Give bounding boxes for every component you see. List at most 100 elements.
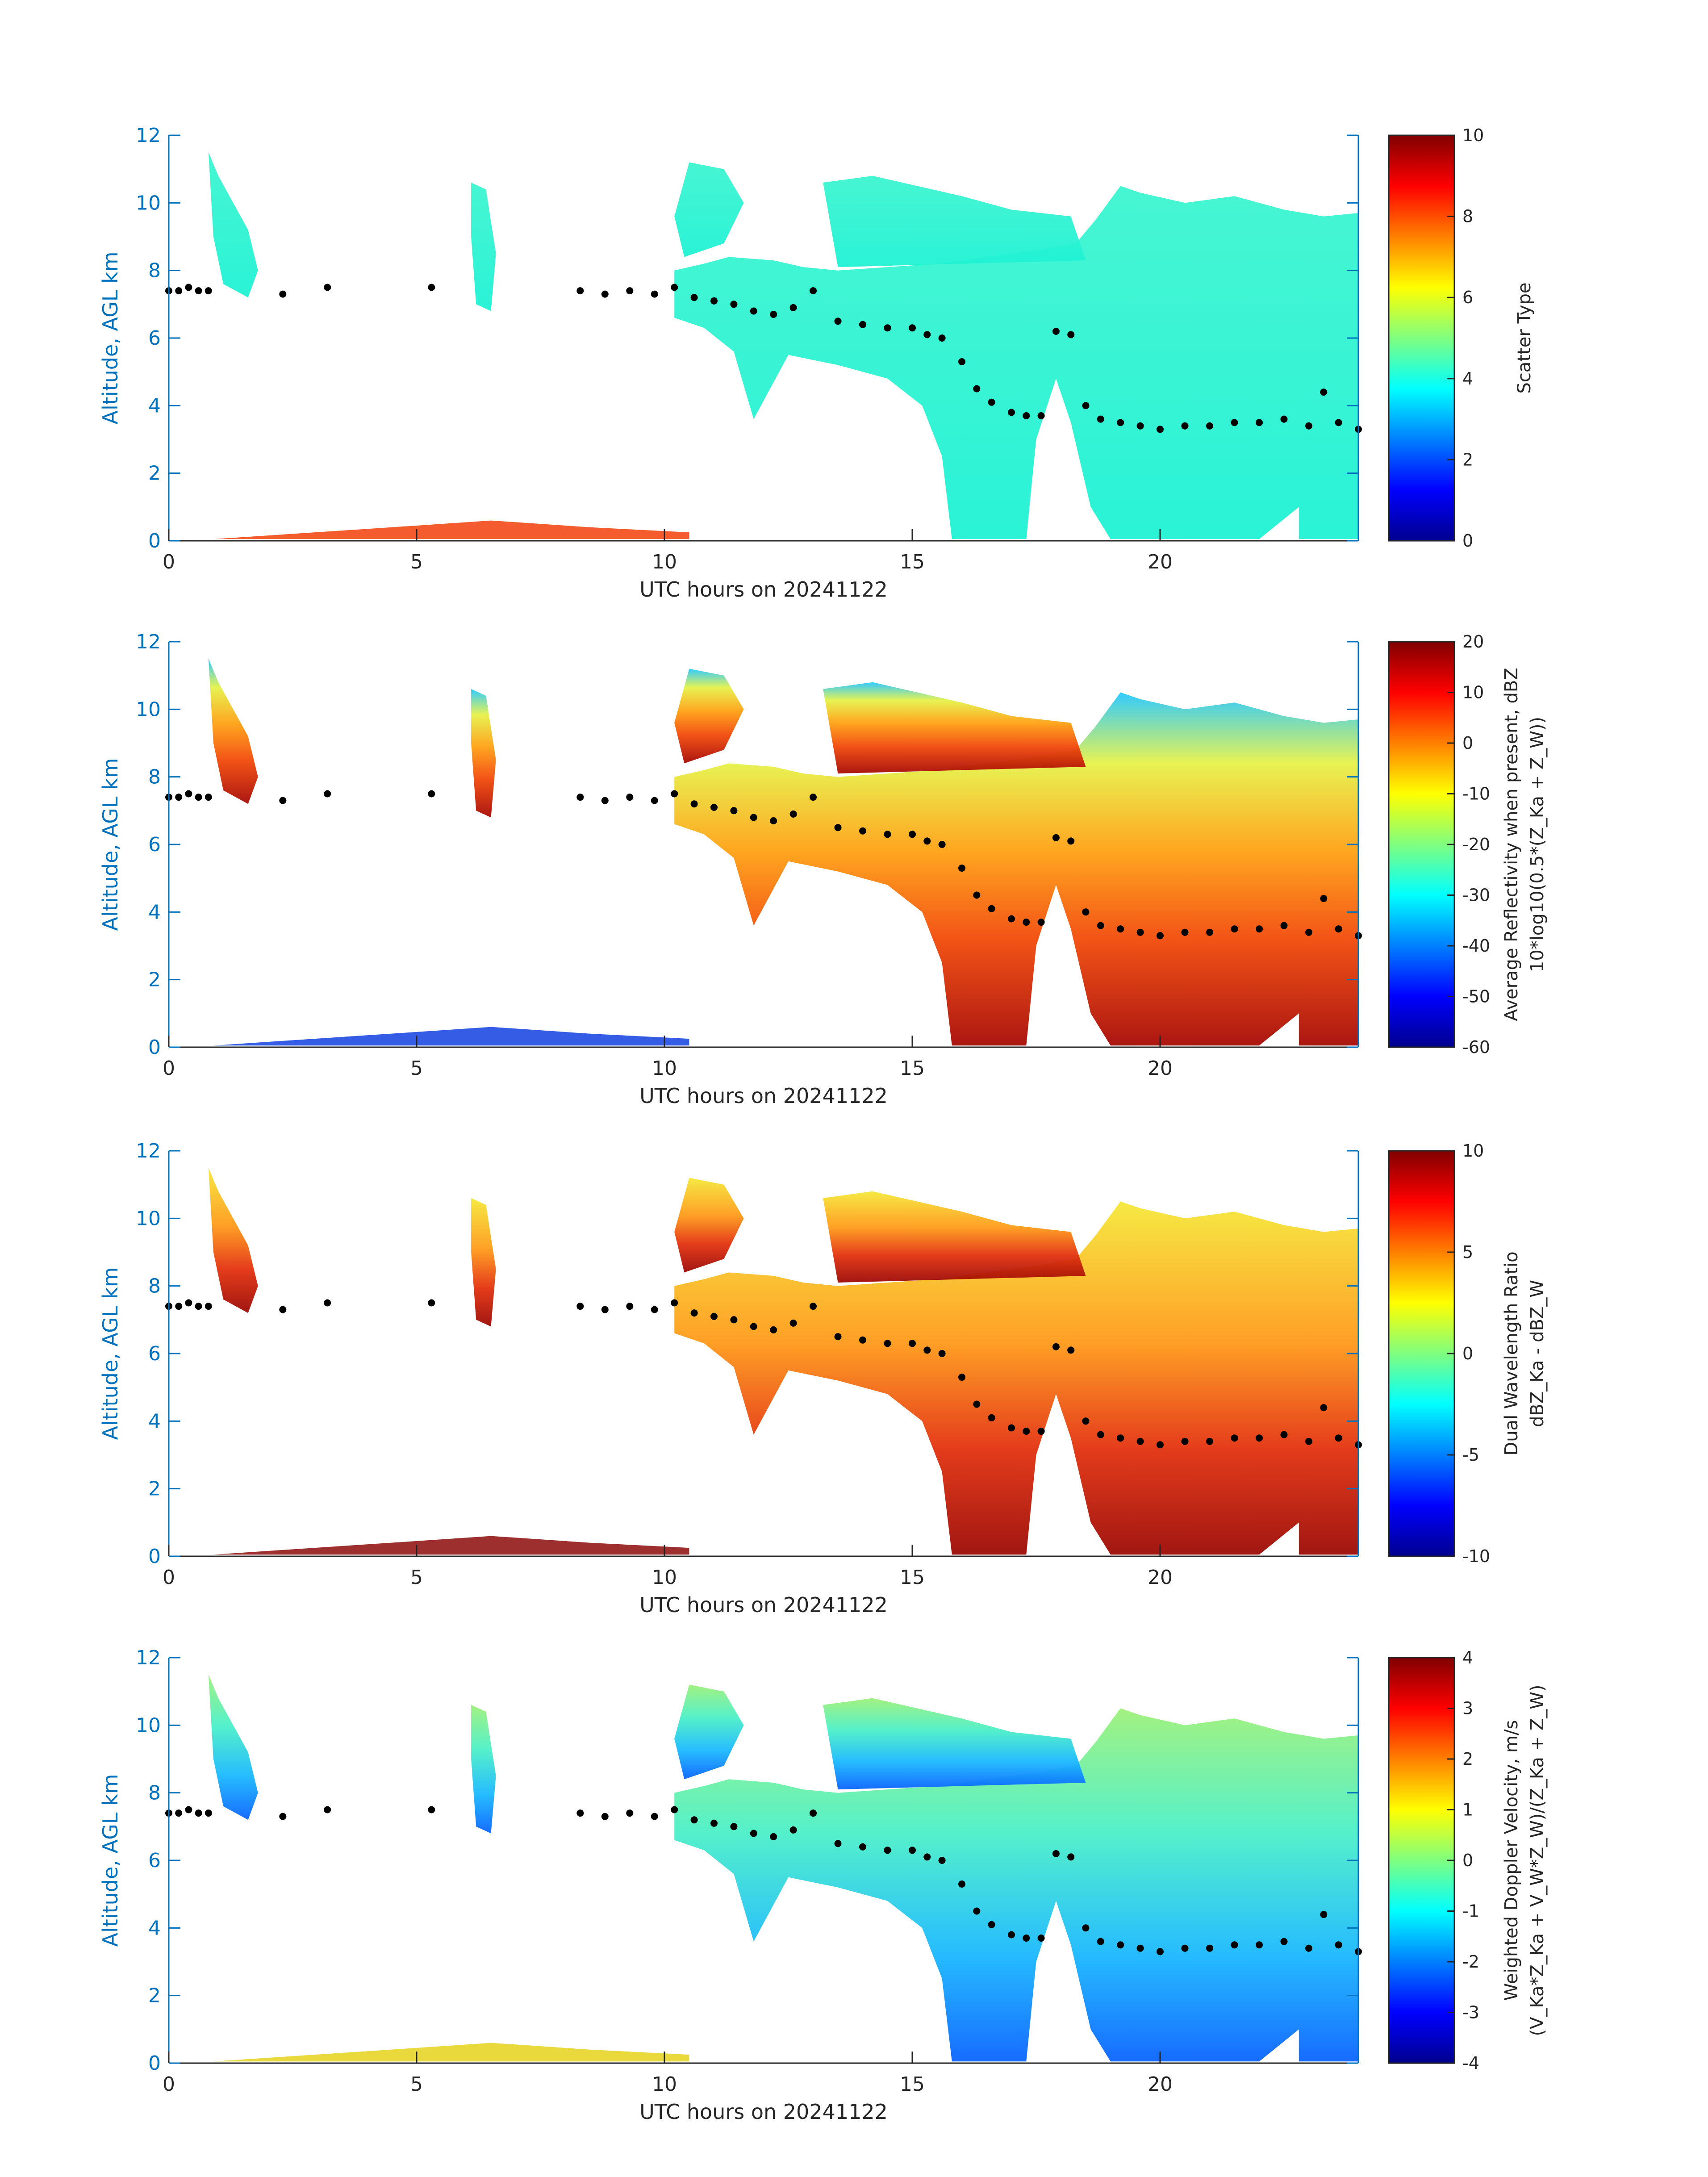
cloud-top-point (884, 831, 891, 838)
cloud-top-point (601, 1306, 609, 1313)
cloud-top-point (710, 803, 718, 811)
cloud-top-point (205, 287, 212, 295)
echo-region-top (674, 669, 744, 764)
cloud-top-point (938, 334, 946, 342)
cloud-top-point (1231, 1941, 1238, 1949)
colorbar-tick-label: -20 (1462, 835, 1490, 854)
colorbar-label: Dual Wavelength Ratio (1501, 1251, 1522, 1455)
cloud-top-point (884, 1340, 891, 1347)
x-tick-label: 0 (163, 1057, 175, 1080)
cloud-top-point (1206, 1437, 1213, 1445)
x-tick-label: 5 (410, 1057, 423, 1080)
cloud-top-point (1280, 922, 1288, 929)
cloud-top-point (671, 1299, 678, 1307)
cloud-top-point (973, 1400, 981, 1408)
y-tick-label: 4 (148, 1917, 161, 1939)
cloud-top-point (1023, 1428, 1030, 1435)
cloud-top-point (859, 321, 866, 328)
cloud-top-point (789, 1319, 797, 1327)
cloud-top-point (601, 1813, 609, 1820)
colorbar-tick-label: -60 (1462, 1037, 1490, 1057)
cloud-top-point (690, 1816, 698, 1824)
cloud-top-point (909, 1847, 916, 1854)
cloud-top-point (958, 1374, 965, 1381)
x-tick-label: 15 (900, 1057, 925, 1080)
colorbar-tick-label: -30 (1462, 886, 1490, 905)
cloud-top-point (690, 294, 698, 301)
x-tick-label: 15 (900, 2073, 925, 2096)
y-axis-label: Altitude, AGL km (98, 251, 122, 424)
y-tick-label: 8 (148, 1275, 161, 1298)
cloud-top-point (958, 358, 965, 365)
y-tick-label: 6 (148, 1849, 161, 1872)
y-tick-label: 12 (136, 631, 161, 653)
cloud-top-point (988, 1921, 995, 1928)
cloud-top-point (710, 1312, 718, 1320)
cloud-top-point (909, 1340, 916, 1347)
x-tick-label: 10 (652, 551, 677, 573)
cloud-top-point (1305, 1437, 1312, 1445)
x-axis-label: UTC hours on 20241122 (639, 1593, 888, 1617)
x-tick-label: 20 (1148, 2073, 1173, 2096)
colorbar-tick-label: 10 (1462, 683, 1484, 702)
cloud-top-point (1082, 402, 1090, 409)
y-tick-label: 12 (136, 124, 161, 147)
cloud-top-point (1082, 1924, 1090, 1932)
colorbar-tick-label: -40 (1462, 936, 1490, 956)
echo-region-early-a (208, 1674, 258, 1820)
cloud-top-point (1256, 1434, 1263, 1442)
y-axis-label: Altitude, AGL km (98, 1774, 122, 1947)
cloud-top-point (1335, 925, 1342, 933)
cloud-top-point (626, 1809, 634, 1817)
cloud-top-point (1157, 1441, 1164, 1449)
cloud-top-point (1052, 1850, 1060, 1857)
y-tick-label: 4 (148, 901, 161, 923)
echo-region-main (674, 1708, 1358, 2062)
cloud-top-point (938, 841, 946, 848)
cloud-top-point (1097, 1938, 1104, 1945)
x-tick-label: 10 (652, 1057, 677, 1080)
colorbar-tick-label: -5 (1462, 1445, 1479, 1465)
cloud-top-point (834, 318, 842, 325)
cloud-top-point (770, 1326, 777, 1333)
cloud-top-point (1206, 422, 1213, 430)
x-tick-label: 20 (1148, 1057, 1173, 1080)
y-tick-label: 10 (136, 192, 161, 214)
cloud-top-point (1037, 919, 1045, 926)
cloud-top-point (1181, 928, 1189, 936)
cloud-top-point (1023, 1935, 1030, 1942)
cloud-top-point (730, 1823, 738, 1830)
cloud-top-point (834, 1333, 842, 1341)
x-tick-label: 10 (652, 2073, 677, 2096)
cloud-top-point (789, 810, 797, 818)
x-tick-label: 0 (163, 2073, 175, 2096)
colorbar-tick-label: 1 (1462, 1800, 1473, 1820)
cloud-top-point (730, 807, 738, 815)
cloud-top-point (1280, 1431, 1288, 1438)
colorbar-label: 10*log10(0.5*(Z_Ka + Z_W)) (1527, 717, 1548, 972)
x-axis-label: UTC hours on 20241122 (639, 1084, 888, 1108)
surface-echo-layer (213, 1536, 689, 1555)
colorbar-label: Weighted Doppler Velocity, m/s (1501, 1720, 1522, 2001)
cloud-top-point (750, 814, 757, 821)
cloud-top-point (185, 1299, 192, 1307)
cloud-top-point (859, 1336, 866, 1344)
cloud-top-point (1082, 908, 1090, 916)
cloud-top-point (1231, 925, 1238, 933)
echo-region-early-b (471, 689, 496, 818)
cloud-top-point (1052, 1343, 1060, 1350)
echo-region-main (674, 186, 1358, 539)
cloud-top-point (938, 1350, 946, 1357)
cloud-top-point (175, 1809, 183, 1817)
cloud-top-point (1097, 1431, 1104, 1438)
cloud-top-point (279, 1306, 287, 1313)
cloud-top-point (690, 1309, 698, 1317)
colorbar (1388, 1150, 1455, 1557)
cloud-top-point (195, 794, 202, 801)
cloud-top-point (1117, 925, 1124, 933)
colorbar-tick-label: 20 (1462, 632, 1484, 652)
cloud-top-point (884, 1847, 891, 1854)
cloud-top-point (1067, 331, 1075, 338)
cloud-top-point (1037, 1428, 1045, 1435)
